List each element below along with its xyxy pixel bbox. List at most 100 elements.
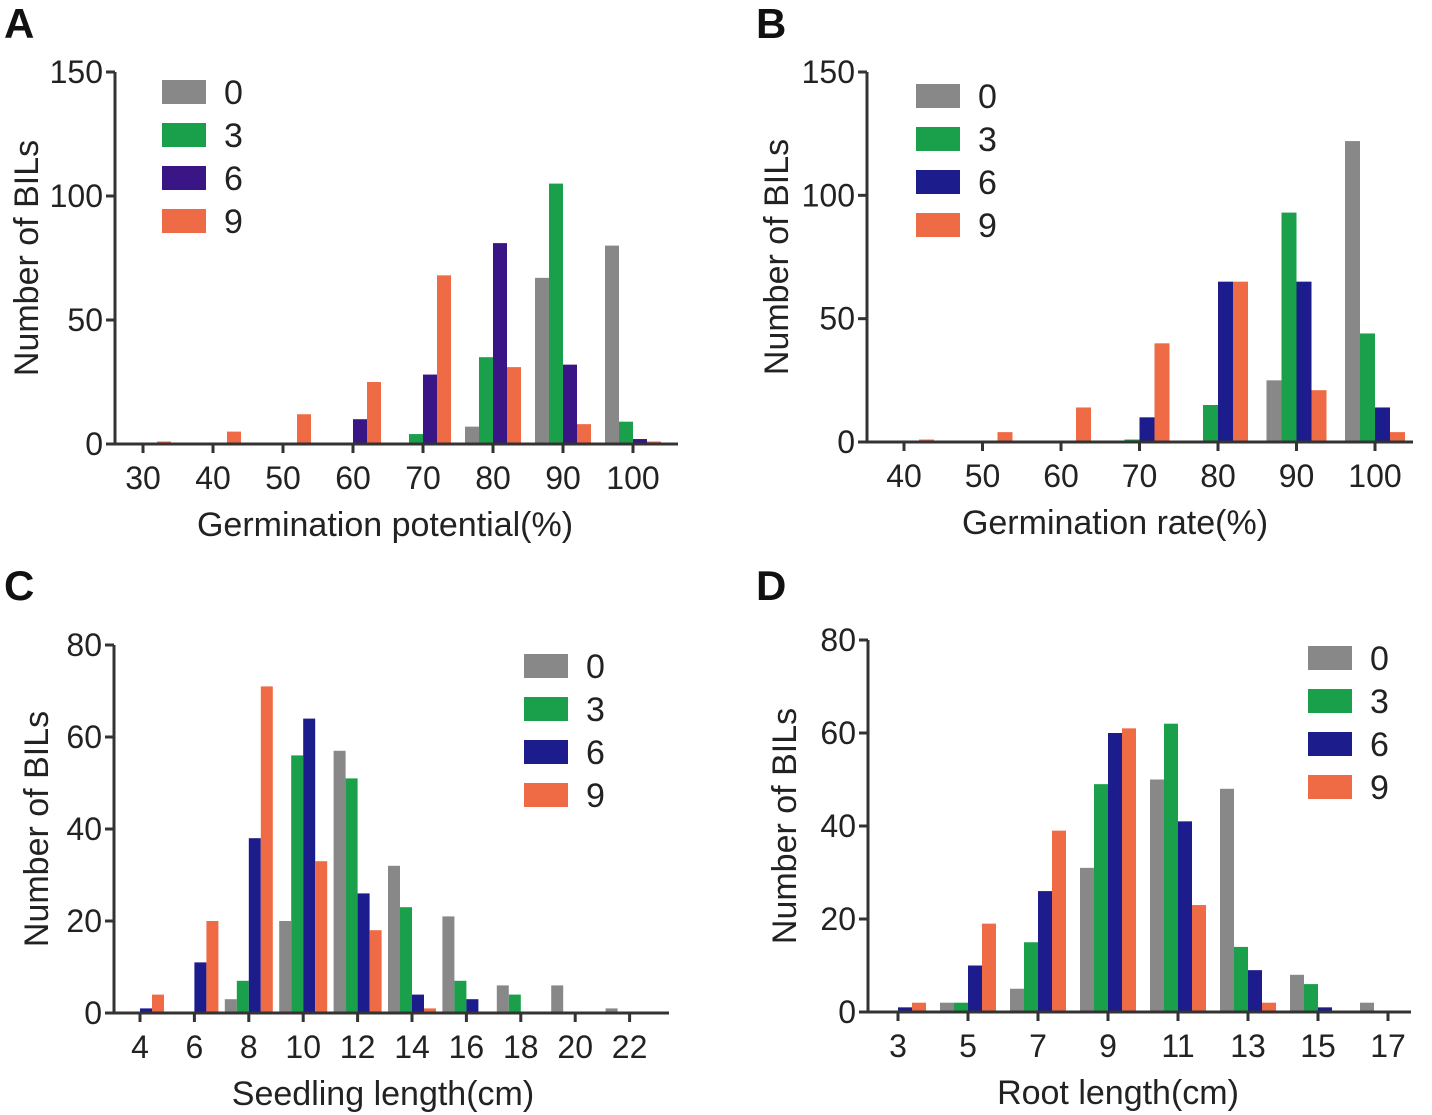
x-tick-label: 7 xyxy=(1029,1028,1047,1064)
legend-label-0: 0 xyxy=(586,648,605,686)
x-tick-label: 40 xyxy=(195,460,231,496)
bar-series-9-3 xyxy=(912,1002,926,1012)
bar-series-3-11 xyxy=(1164,723,1178,1012)
bar-series-3-90 xyxy=(1281,212,1297,442)
bar-series-9-80 xyxy=(1233,281,1248,442)
legend-swatch-9 xyxy=(524,783,568,807)
x-tick-label: 9 xyxy=(1099,1028,1117,1064)
x-tick-label: 80 xyxy=(1200,458,1236,494)
x-tick-label: 14 xyxy=(394,1029,430,1065)
panel-letter: C xyxy=(4,562,34,609)
bar-series-0-15 xyxy=(1290,974,1304,1012)
legend-label-9: 9 xyxy=(224,203,243,241)
y-tick-label: 0 xyxy=(837,424,855,460)
x-axis-title: Root length(cm) xyxy=(997,1074,1239,1112)
bar-series-3-10 xyxy=(291,755,304,1013)
y-tick-label: 100 xyxy=(50,178,103,214)
panel-letter: A xyxy=(4,0,34,47)
bar-series-0-17 xyxy=(1360,1002,1374,1012)
y-tick-label: 60 xyxy=(66,719,102,755)
y-tick-label: 20 xyxy=(66,903,102,939)
bar-series-3-15 xyxy=(1304,984,1318,1012)
bar-series-0-90 xyxy=(1266,380,1282,442)
bar-series-3-70 xyxy=(409,434,423,444)
x-tick-label: 60 xyxy=(1043,458,1079,494)
bar-series-3-8 xyxy=(236,980,249,1013)
bar-series-0-12 xyxy=(333,750,346,1013)
bar-series-9-90 xyxy=(577,424,591,444)
legend-swatch-9 xyxy=(1308,775,1352,799)
legend-swatch-3 xyxy=(1308,689,1352,713)
y-tick-label: 100 xyxy=(802,177,855,213)
legend-swatch-0 xyxy=(916,84,960,108)
legend-label-9: 9 xyxy=(586,777,605,815)
x-tick-label: 100 xyxy=(606,460,659,496)
y-tick-label: 150 xyxy=(50,54,103,90)
x-tick-label: 30 xyxy=(125,460,161,496)
bar-series-9-6 xyxy=(206,921,219,1013)
y-tick-label: 20 xyxy=(820,901,856,937)
bar-series-3-16 xyxy=(454,980,467,1013)
bar-series-6-11 xyxy=(1178,821,1192,1012)
x-tick-label: 12 xyxy=(340,1029,376,1065)
bar-series-6-13 xyxy=(1248,970,1262,1012)
bar-series-6-90 xyxy=(1296,281,1312,442)
bar-series-0-10 xyxy=(279,921,292,1013)
legend-swatch-0 xyxy=(1308,646,1352,670)
bar-series-6-90 xyxy=(563,364,577,444)
y-axis-title: Number of BILs xyxy=(758,139,796,375)
legend-swatch-0 xyxy=(524,654,568,678)
bar-series-0-11 xyxy=(1150,779,1164,1012)
bar-series-6-5 xyxy=(968,965,982,1012)
y-tick-label: 50 xyxy=(819,301,855,337)
bar-series-6-70 xyxy=(1139,417,1155,442)
bar-series-6-80 xyxy=(1218,281,1233,442)
bar-series-3-100 xyxy=(619,421,633,444)
x-tick-label: 40 xyxy=(886,458,922,494)
bar-series-0-14 xyxy=(388,865,400,1013)
legend-swatch-3 xyxy=(162,123,206,147)
y-axis-title: Number of BILs xyxy=(8,140,46,376)
bar-series-3-5 xyxy=(954,1002,968,1012)
bar-series-6-12 xyxy=(357,893,370,1013)
x-tick-label: 80 xyxy=(475,460,511,496)
bar-series-9-8 xyxy=(260,686,273,1013)
bar-series-9-50 xyxy=(997,432,1013,442)
y-tick-label: 150 xyxy=(802,54,855,90)
bar-series-9-50 xyxy=(297,414,311,444)
y-tick-label: 0 xyxy=(838,994,856,1030)
bar-series-6-4 xyxy=(140,1008,152,1013)
bar-series-9-5 xyxy=(982,923,996,1012)
x-tick-label: 100 xyxy=(1348,458,1401,494)
legend-swatch-9 xyxy=(916,213,960,237)
bar-series-3-7 xyxy=(1024,942,1038,1012)
x-axis-title: Seedling length(cm) xyxy=(232,1075,534,1113)
legend-label-9: 9 xyxy=(1370,769,1389,807)
bar-series-9-7 xyxy=(1052,830,1066,1012)
bar-series-0-8 xyxy=(224,999,237,1013)
bar-series-9-60 xyxy=(1076,407,1091,442)
y-tick-label: 0 xyxy=(85,426,103,462)
y-tick-label: 80 xyxy=(820,622,856,658)
legend-swatch-6 xyxy=(524,740,568,764)
x-tick-label: 60 xyxy=(335,460,371,496)
bar-series-3-100 xyxy=(1360,333,1375,442)
bar-series-0-13 xyxy=(1220,788,1234,1012)
bar-series-0-5 xyxy=(940,1002,954,1012)
x-tick-label: 4 xyxy=(131,1029,149,1065)
x-axis-title: Germination potential(%) xyxy=(197,506,573,544)
bar-series-9-4 xyxy=(152,994,164,1013)
x-tick-label: 5 xyxy=(959,1028,977,1064)
x-tick-label: 50 xyxy=(965,458,1001,494)
legend-swatch-9 xyxy=(162,209,206,233)
y-tick-label: 40 xyxy=(820,808,856,844)
legend-swatch-6 xyxy=(1308,732,1352,756)
bar-series-9-70 xyxy=(1154,343,1170,442)
bar-series-6-6 xyxy=(194,962,207,1013)
x-tick-label: 90 xyxy=(545,460,581,496)
x-tick-label: 70 xyxy=(1122,458,1158,494)
